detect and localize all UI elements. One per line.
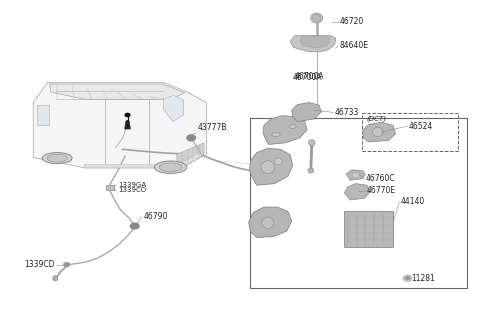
Text: 43777B: 43777B bbox=[198, 123, 228, 132]
Ellipse shape bbox=[275, 158, 282, 165]
Polygon shape bbox=[263, 116, 307, 144]
Ellipse shape bbox=[372, 127, 383, 136]
Text: (DCT): (DCT) bbox=[367, 116, 387, 122]
Ellipse shape bbox=[312, 14, 321, 22]
Polygon shape bbox=[292, 103, 322, 122]
Polygon shape bbox=[49, 84, 185, 99]
Text: 44140: 44140 bbox=[401, 197, 425, 206]
Polygon shape bbox=[250, 148, 293, 185]
Bar bbox=[250, 118, 468, 288]
Ellipse shape bbox=[272, 133, 280, 136]
Text: 46770E: 46770E bbox=[367, 186, 396, 195]
Text: 84640E: 84640E bbox=[339, 41, 369, 50]
Bar bbox=[106, 185, 114, 191]
Ellipse shape bbox=[262, 217, 274, 229]
Circle shape bbox=[187, 135, 195, 141]
Circle shape bbox=[63, 262, 70, 267]
Ellipse shape bbox=[42, 153, 72, 164]
Ellipse shape bbox=[155, 161, 187, 174]
Circle shape bbox=[405, 277, 410, 280]
Circle shape bbox=[131, 223, 139, 229]
Text: 46720: 46720 bbox=[339, 17, 364, 27]
Circle shape bbox=[125, 113, 130, 117]
Polygon shape bbox=[177, 143, 204, 167]
Polygon shape bbox=[300, 36, 330, 48]
Circle shape bbox=[403, 275, 412, 281]
Ellipse shape bbox=[311, 13, 323, 23]
Text: 11281: 11281 bbox=[411, 275, 435, 283]
Polygon shape bbox=[344, 211, 393, 247]
Text: 46700A: 46700A bbox=[292, 73, 322, 82]
Ellipse shape bbox=[47, 154, 67, 162]
Polygon shape bbox=[362, 122, 396, 142]
Polygon shape bbox=[290, 36, 336, 52]
Polygon shape bbox=[33, 82, 206, 168]
Text: 1339GA: 1339GA bbox=[118, 182, 146, 188]
Ellipse shape bbox=[289, 125, 296, 128]
Text: 46790: 46790 bbox=[144, 213, 168, 221]
Polygon shape bbox=[163, 95, 183, 122]
Polygon shape bbox=[36, 105, 48, 125]
Polygon shape bbox=[125, 120, 131, 129]
Ellipse shape bbox=[261, 161, 275, 174]
Bar bbox=[362, 113, 458, 151]
Ellipse shape bbox=[309, 140, 315, 146]
Ellipse shape bbox=[159, 163, 182, 172]
Text: 1339CO: 1339CO bbox=[118, 187, 146, 193]
Ellipse shape bbox=[53, 276, 58, 281]
Text: 46524: 46524 bbox=[409, 122, 433, 131]
Text: 46733: 46733 bbox=[335, 108, 359, 117]
Polygon shape bbox=[249, 207, 292, 237]
Polygon shape bbox=[346, 170, 365, 180]
Text: 1339CD: 1339CD bbox=[24, 260, 54, 269]
Ellipse shape bbox=[308, 168, 314, 173]
Circle shape bbox=[353, 173, 359, 177]
Text: 46760C: 46760C bbox=[366, 174, 396, 183]
Polygon shape bbox=[344, 184, 370, 200]
Polygon shape bbox=[84, 151, 204, 168]
Text: 46700A: 46700A bbox=[295, 72, 324, 81]
